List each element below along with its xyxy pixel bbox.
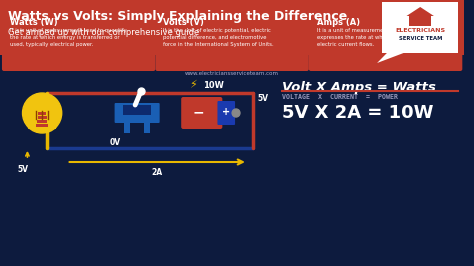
FancyBboxPatch shape <box>382 2 458 53</box>
Text: It is a unit of measurement that
expresses the rate at which
electric current fl: It is a unit of measurement that express… <box>317 28 401 47</box>
Text: +: + <box>222 107 230 117</box>
Text: Watts (W): Watts (W) <box>10 18 57 27</box>
FancyBboxPatch shape <box>144 119 150 133</box>
Polygon shape <box>23 113 62 129</box>
FancyBboxPatch shape <box>38 111 46 115</box>
FancyBboxPatch shape <box>38 115 46 119</box>
Text: VOLTAGE  X  CURRENT  =  POWER: VOLTAGE X CURRENT = POWER <box>282 94 398 100</box>
FancyBboxPatch shape <box>124 119 130 133</box>
FancyBboxPatch shape <box>37 119 47 123</box>
FancyBboxPatch shape <box>410 16 431 26</box>
Circle shape <box>232 109 240 117</box>
Text: Amps (A): Amps (A) <box>317 18 360 27</box>
Text: 5V: 5V <box>18 165 28 174</box>
FancyBboxPatch shape <box>309 10 462 71</box>
Text: 5V: 5V <box>257 94 269 103</box>
FancyBboxPatch shape <box>155 10 309 71</box>
Text: It is a unit of measurement used to quantify
the rate at which energy is transfe: It is a unit of measurement used to quan… <box>10 28 127 47</box>
Text: Watts vs Volts: Simply Explaining the Difference: Watts vs Volts: Simply Explaining the Di… <box>8 10 347 23</box>
FancyBboxPatch shape <box>36 123 48 127</box>
Polygon shape <box>377 53 403 63</box>
Text: www.electriciansserviceteam.com: www.electriciansserviceteam.com <box>185 71 279 76</box>
FancyBboxPatch shape <box>115 103 160 123</box>
Text: Get amped up with our comprehensive guide: Get amped up with our comprehensive guid… <box>8 28 199 37</box>
FancyBboxPatch shape <box>0 0 464 55</box>
Text: 0V: 0V <box>110 138 121 147</box>
FancyBboxPatch shape <box>123 105 151 115</box>
Text: 10W: 10W <box>203 81 224 90</box>
Polygon shape <box>407 7 434 16</box>
Text: Volts (V): Volts (V) <box>163 18 204 27</box>
FancyBboxPatch shape <box>181 97 222 129</box>
Text: 2A: 2A <box>152 168 163 177</box>
Text: SERVICE TEAM: SERVICE TEAM <box>399 36 442 41</box>
Text: −: − <box>193 105 205 119</box>
FancyBboxPatch shape <box>218 101 235 125</box>
Text: ELECTRICIANS: ELECTRICIANS <box>395 28 445 33</box>
Circle shape <box>23 93 62 133</box>
Text: Volt X Amps = Watts: Volt X Amps = Watts <box>282 81 436 94</box>
Text: 5V X 2A = 10W: 5V X 2A = 10W <box>282 104 434 122</box>
FancyBboxPatch shape <box>2 10 155 71</box>
Text: ⚡: ⚡ <box>189 80 197 90</box>
Text: It is the unit of electric potential, electric
potential difference, and electro: It is the unit of electric potential, el… <box>163 28 274 47</box>
